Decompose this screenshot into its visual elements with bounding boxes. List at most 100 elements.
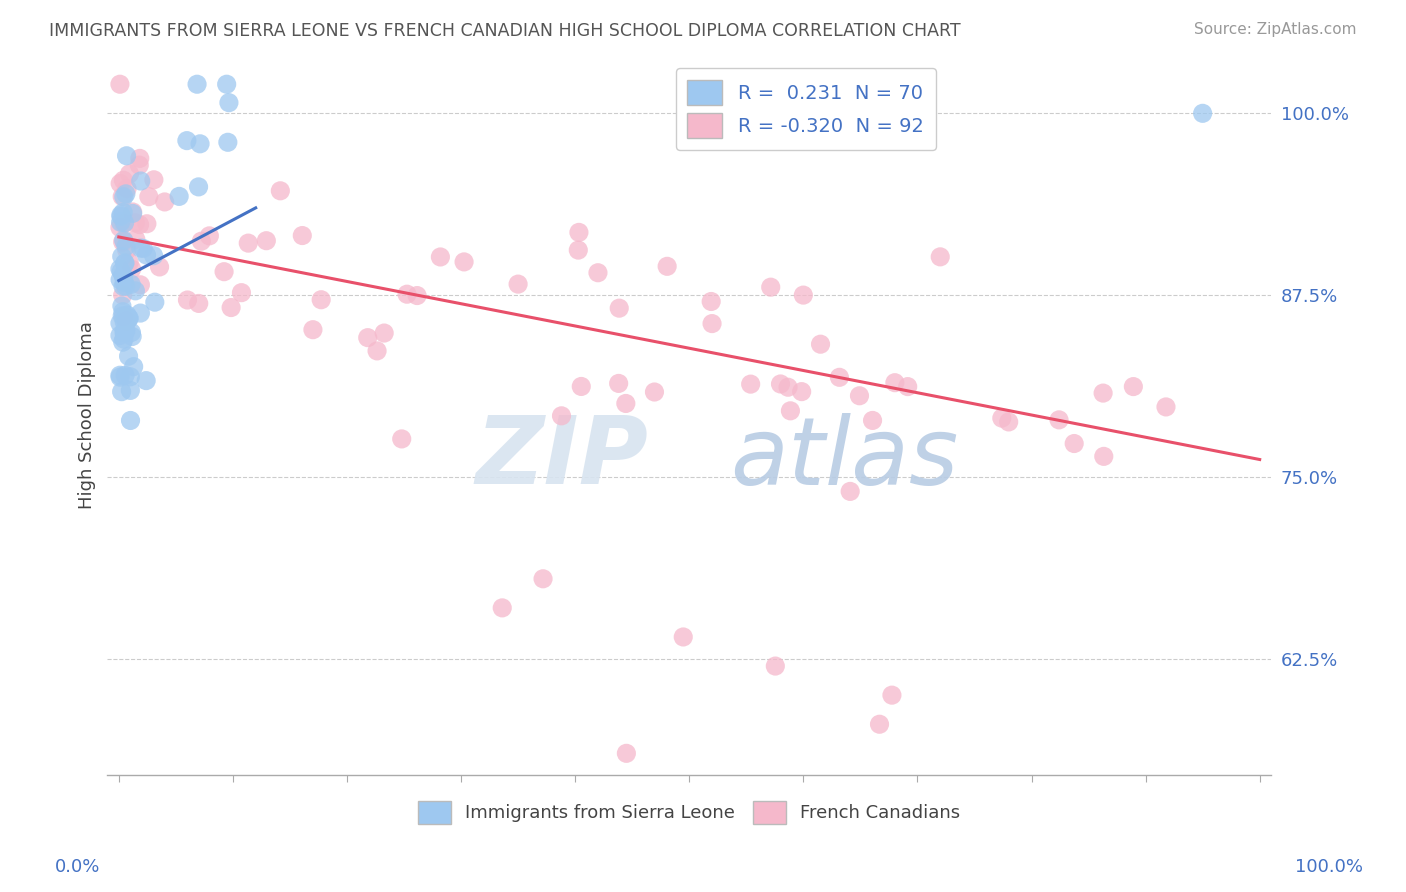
- Point: [120, 413, 142, 427]
- Point: [112, 235, 135, 249]
- Point: [108, 261, 131, 276]
- Point: [269, 184, 291, 198]
- Text: Source: ZipAtlas.com: Source: ZipAtlas.com: [1194, 22, 1357, 37]
- Point: [129, 277, 152, 292]
- Point: [869, 717, 891, 731]
- Point: [810, 337, 832, 351]
- Point: [112, 332, 135, 346]
- Point: [429, 250, 451, 264]
- Point: [111, 299, 134, 313]
- Point: [112, 310, 135, 324]
- Point: [114, 368, 136, 383]
- Text: 0.0%: 0.0%: [55, 858, 100, 876]
- Text: 100.0%: 100.0%: [1295, 858, 1362, 876]
- Point: [111, 250, 134, 264]
- Point: [880, 688, 903, 702]
- Point: [108, 220, 131, 235]
- Point: [700, 294, 723, 309]
- Point: [366, 343, 388, 358]
- Point: [115, 149, 138, 163]
- Point: [115, 314, 138, 328]
- Point: [1047, 413, 1070, 427]
- Text: ZIP: ZIP: [475, 412, 648, 504]
- Point: [1092, 450, 1115, 464]
- Point: [112, 205, 135, 219]
- Point: [643, 384, 665, 399]
- Point: [215, 77, 238, 91]
- Point: [121, 206, 143, 220]
- Point: [672, 630, 695, 644]
- Point: [740, 377, 762, 392]
- Point: [114, 279, 136, 293]
- Point: [108, 328, 131, 343]
- Point: [114, 256, 136, 270]
- Point: [112, 190, 135, 204]
- Point: [1191, 106, 1213, 120]
- Point: [1063, 436, 1085, 450]
- Point: [135, 374, 157, 388]
- Point: [569, 379, 592, 393]
- Point: [395, 287, 418, 301]
- Point: [111, 309, 134, 323]
- Point: [231, 285, 253, 300]
- Point: [1122, 379, 1144, 393]
- Point: [108, 77, 131, 91]
- Point: [779, 404, 801, 418]
- Point: [143, 295, 166, 310]
- Point: [848, 389, 870, 403]
- Point: [121, 329, 143, 343]
- Point: [111, 304, 134, 318]
- Point: [129, 306, 152, 320]
- Point: [128, 158, 150, 172]
- Point: [254, 234, 277, 248]
- Point: [586, 266, 609, 280]
- Point: [453, 255, 475, 269]
- Point: [125, 232, 148, 246]
- Point: [176, 134, 198, 148]
- Point: [357, 331, 380, 345]
- Point: [108, 370, 131, 384]
- Point: [110, 208, 132, 222]
- Point: [190, 234, 212, 248]
- Point: [187, 296, 209, 310]
- Point: [138, 189, 160, 203]
- Point: [991, 411, 1014, 425]
- Point: [862, 413, 884, 427]
- Point: [997, 415, 1019, 429]
- Text: IMMIGRANTS FROM SIERRA LEONE VS FRENCH CANADIAN HIGH SCHOOL DIPLOMA CORRELATION : IMMIGRANTS FROM SIERRA LEONE VS FRENCH C…: [49, 22, 960, 40]
- Point: [110, 215, 132, 229]
- Point: [129, 241, 152, 255]
- Point: [114, 325, 136, 339]
- Point: [117, 312, 139, 326]
- Point: [135, 248, 157, 262]
- Point: [790, 384, 813, 399]
- Point: [291, 228, 314, 243]
- Point: [128, 218, 150, 232]
- Point: [111, 235, 134, 249]
- Point: [198, 228, 221, 243]
- Legend: Immigrants from Sierra Leone, French Canadians: Immigrants from Sierra Leone, French Can…: [411, 793, 967, 831]
- Point: [108, 368, 131, 383]
- Point: [607, 376, 630, 391]
- Point: [217, 136, 239, 150]
- Point: [153, 194, 176, 209]
- Point: [142, 249, 165, 263]
- Text: atlas: atlas: [730, 413, 959, 504]
- Point: [700, 317, 723, 331]
- Point: [114, 311, 136, 326]
- Point: [506, 277, 529, 292]
- Point: [124, 284, 146, 298]
- Point: [108, 272, 131, 286]
- Point: [110, 210, 132, 224]
- Point: [118, 311, 141, 326]
- Point: [212, 265, 235, 279]
- Point: [219, 301, 242, 315]
- Point: [128, 152, 150, 166]
- Point: [531, 572, 554, 586]
- Point: [120, 384, 142, 398]
- Point: [112, 324, 135, 338]
- Point: [112, 217, 135, 231]
- Point: [120, 326, 142, 340]
- Point: [148, 260, 170, 274]
- Point: [112, 326, 135, 340]
